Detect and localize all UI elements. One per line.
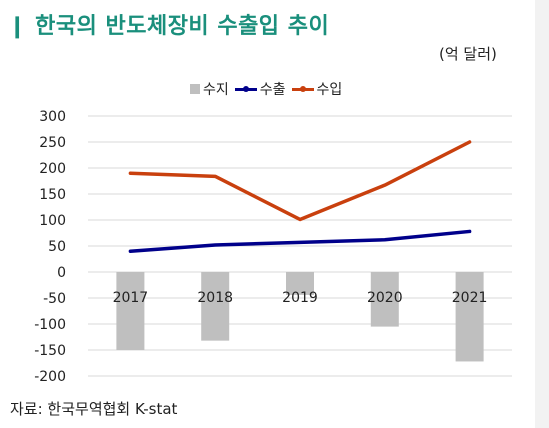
legend-label-balance: 수지 <box>203 82 229 98</box>
x-tick-label: 2020 <box>367 290 403 306</box>
legend: 수지 수출 수입 <box>190 79 342 99</box>
y-tick-label: 100 <box>39 213 66 229</box>
series-line-export <box>128 229 472 253</box>
chart-title: ❙ 한국의 반도체장비 수출입 추이 <box>8 14 330 39</box>
legend-item-export: 수출 <box>234 79 286 99</box>
y-tick-label: -50 <box>43 291 66 307</box>
y-tick-label: 50 <box>48 239 66 255</box>
legend-item-import: 수입 <box>291 79 343 99</box>
source-note: 자료: 한국무역협회 K-stat <box>10 400 178 418</box>
right-edge-strip <box>535 0 549 428</box>
legend-swatch-export <box>234 85 257 92</box>
y-tick-label: 200 <box>39 161 66 177</box>
bar-balance-2021 <box>455 272 484 362</box>
bar-balance-2017 <box>116 272 145 350</box>
y-tick-label: 250 <box>39 135 66 151</box>
legend-item-balance: 수지 <box>190 79 229 99</box>
series-line-import <box>128 140 472 222</box>
y-tick-label: 300 <box>39 109 66 125</box>
x-tick-label: 2019 <box>282 290 318 306</box>
legend-swatch-balance <box>190 84 200 94</box>
legend-label-import: 수입 <box>316 82 343 98</box>
bar-balance-2020 <box>370 272 399 327</box>
y-tick-label: -150 <box>34 343 66 359</box>
unit-label: (억 달러) <box>439 45 497 63</box>
legend-swatch-import <box>291 85 314 92</box>
y-tick-label: 150 <box>39 187 66 203</box>
y-tick-label: -100 <box>34 317 66 333</box>
x-tick-label: 2021 <box>452 290 488 306</box>
y-tick-label: -200 <box>34 369 66 385</box>
legend-label-export: 수출 <box>259 82 286 98</box>
bar-balance-2019 <box>286 272 314 295</box>
x-tick-label: 2017 <box>113 290 149 306</box>
y-tick-label: 0 <box>57 265 66 281</box>
bar-balance-2018 <box>201 272 230 341</box>
x-tick-label: 2018 <box>197 290 233 306</box>
